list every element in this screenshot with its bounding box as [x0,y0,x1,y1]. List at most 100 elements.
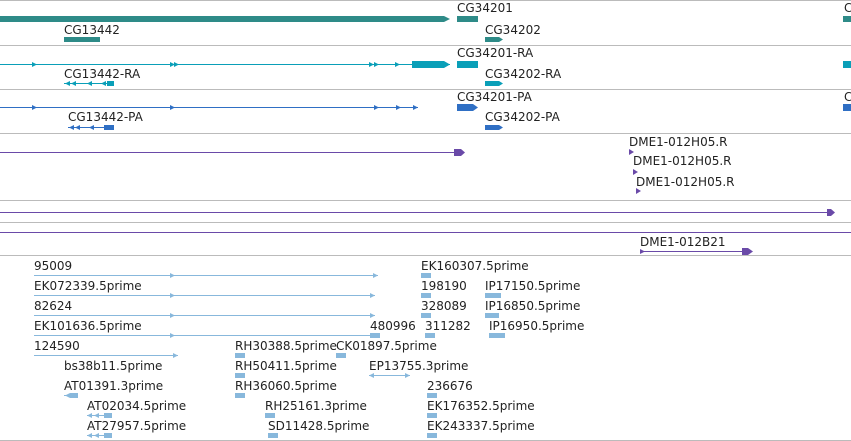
read-block[interactable] [336,353,346,358]
exon-arrow [32,105,37,110]
read-label[interactable]: RH36060.5prime [235,379,337,393]
read-label[interactable]: 328089 [421,299,467,313]
read-label[interactable]: IP16950.5prime [489,319,584,333]
transcript-exon-cg34201-ra[interactable] [457,61,478,68]
read-block[interactable] [485,313,499,318]
transcript-label[interactable]: CG34202-PA [485,110,561,124]
read-arrow [87,433,92,438]
read-label[interactable]: RH25161.3prime [265,399,367,413]
transcript-exon-cg34202-pa[interactable] [485,125,503,130]
transcript-label[interactable]: CG34201-RA [457,46,534,60]
read-block[interactable] [235,353,245,358]
exon-arrow [374,105,379,110]
gene-feature-right[interactable] [843,16,851,22]
gene-label[interactable]: CG34202 [485,23,541,37]
read-block[interactable] [485,293,501,298]
transcript-exon-right[interactable] [843,61,851,68]
read-block[interactable] [427,393,437,398]
transcript-label[interactable]: CG13442-PA [68,110,144,124]
gene-feature-cg13442[interactable] [0,16,450,22]
transcript-exon-right[interactable] [843,104,851,111]
read-arrow [369,373,374,378]
read-block[interactable] [268,433,278,438]
clone-marker[interactable] [633,169,638,175]
read-label[interactable]: AT02034.5prime [87,399,186,413]
gene-label[interactable]: CG34201 [457,1,513,15]
read-label[interactable]: 236676 [427,379,473,393]
read-label[interactable]: EK243337.5prime [427,419,535,433]
exon-arrow [87,81,92,86]
read-arrow [170,333,175,338]
read-label[interactable]: EK160307.5prime [421,259,529,273]
exon-arrow [174,62,179,67]
exon-arrow [170,105,175,110]
read-arrow [94,433,99,438]
gene-feature-cg13442-small[interactable] [64,37,100,42]
transcript-label[interactable]: CG34201-PA [457,90,533,104]
read-label[interactable]: 198190 [421,279,467,293]
read-label[interactable]: 82624 [34,299,72,313]
read-arrow [170,293,175,298]
read-label[interactable]: CK01897.5prime [336,339,437,353]
read-block[interactable] [370,333,380,338]
read-arrow [170,313,175,318]
read-block[interactable] [265,413,275,418]
read-label[interactable]: SD11428.5prime [268,419,369,433]
read-block[interactable] [425,333,435,338]
transcript-exon-cg34202-ra[interactable] [485,81,503,86]
exon-arrow [369,62,374,67]
read-label[interactable]: EK072339.5prime [34,279,142,293]
read-block[interactable] [427,433,437,438]
read-label[interactable]: IP16850.5prime [485,299,580,313]
clone-end[interactable] [742,248,753,255]
clone-label[interactable]: DME1-012H05.R [633,154,732,168]
read-label[interactable]: EP13755.3prime [369,359,468,373]
read-block[interactable] [235,393,245,398]
exon-arrow [396,105,401,110]
clone-end[interactable] [827,209,835,216]
gene-feature-cg34201[interactable] [457,16,478,22]
clone-label[interactable]: DME1-012B21 [640,235,726,249]
read-label[interactable]: 311282 [425,319,471,333]
read-block[interactable] [235,373,245,378]
exon-arrow [170,62,175,67]
read-label[interactable]: 95009 [34,259,72,273]
transcript-label[interactable]: CG34202-RA [485,67,562,81]
transcript-exon[interactable] [107,81,114,86]
read-label[interactable]: EK176352.5prime [427,399,535,413]
read-arrow [373,273,378,278]
read-block[interactable] [421,313,431,318]
transcript-label[interactable]: CG13442-RA [64,67,141,81]
read-label[interactable]: bs38b11.5prime [64,359,162,373]
gene-track: CG34201 CG13442 CG34202 C [0,1,851,42]
exon-arrow [71,81,76,86]
read-label[interactable]: RH30388.5prime [235,339,337,353]
read-label[interactable]: 480996 [370,319,416,333]
transcript-exon-block[interactable] [412,61,450,68]
clone-marker[interactable] [636,188,641,194]
read-label[interactable]: IP17150.5prime [485,279,580,293]
read-block[interactable] [421,293,431,298]
transcript-exon-cg34201-pa[interactable] [457,104,478,111]
clone-label[interactable]: DME1-012H05.R [629,135,728,149]
read-block[interactable] [104,433,112,438]
clone-marker[interactable] [629,149,634,155]
transcript-ra-track: CG34201-RA CG13442-RA CG34202-RA [0,46,851,86]
read-label[interactable]: EK101636.5prime [34,319,142,333]
read-block[interactable] [427,413,437,418]
read-label[interactable]: AT27957.5prime [87,419,186,433]
clone-marker[interactable] [640,249,645,254]
transcript-exon[interactable] [104,125,114,130]
read-label[interactable]: AT01391.3prime [64,379,163,393]
clone-label[interactable]: DME1-012H05.R [636,175,735,189]
gene-label[interactable]: CG13442 [64,23,120,37]
transcript-pa-track: CG34201-PA CG13442-PA CG34202-PA C [0,90,851,130]
read-label[interactable]: 124590 [34,339,80,353]
read-block[interactable] [104,413,112,418]
read-block[interactable] [70,393,78,398]
read-label[interactable]: RH50411.5prime [235,359,337,373]
read-block[interactable] [489,333,505,338]
gene-feature-cg34202[interactable] [485,37,503,42]
clone-end[interactable] [454,149,465,156]
read-block[interactable] [421,273,431,278]
